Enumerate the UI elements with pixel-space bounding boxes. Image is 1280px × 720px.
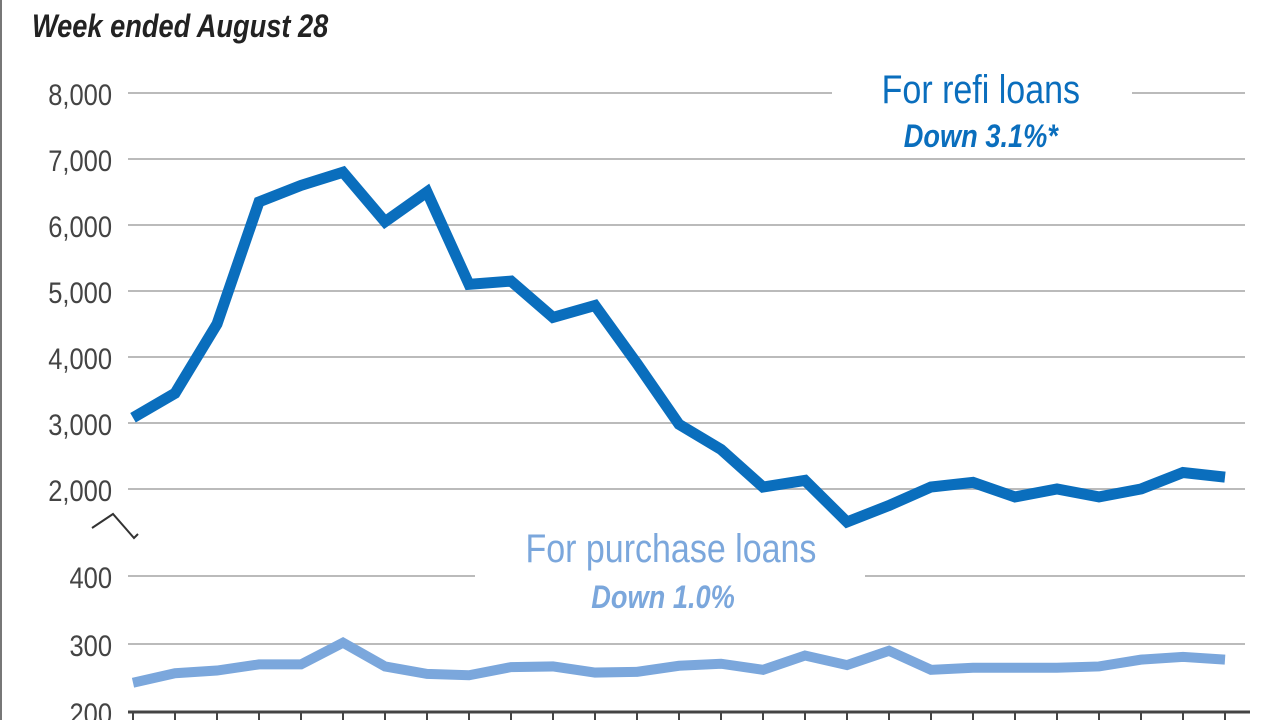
series-annotation-refi: Down 3.1%* <box>904 119 1059 155</box>
y-tick-label: 300 <box>69 629 112 662</box>
y-tick-label: 7,000 <box>48 144 112 177</box>
label-background <box>475 555 865 595</box>
label-background <box>832 70 1132 115</box>
chart-subtitle: Week ended August 28 <box>32 8 329 44</box>
axis-break-icon <box>91 512 139 540</box>
y-tick-label: 5,000 <box>48 276 112 309</box>
y-tick-label: 3,000 <box>48 408 112 441</box>
y-tick-label: 400 <box>69 561 112 594</box>
y-tick-label: 200 <box>69 697 112 720</box>
y-tick-label: 8,000 <box>48 78 112 111</box>
series-label-refi: For refi loans <box>882 66 1080 111</box>
y-tick-label: 4,000 <box>48 342 112 375</box>
y-tick-label: 2,000 <box>48 474 112 507</box>
series-label-purchase: For purchase loans <box>525 525 816 570</box>
series-annotation-purchase: Down 1.0% <box>591 580 735 616</box>
y-tick-label: 6,000 <box>48 210 112 243</box>
series-line-purchase <box>131 636 1226 688</box>
